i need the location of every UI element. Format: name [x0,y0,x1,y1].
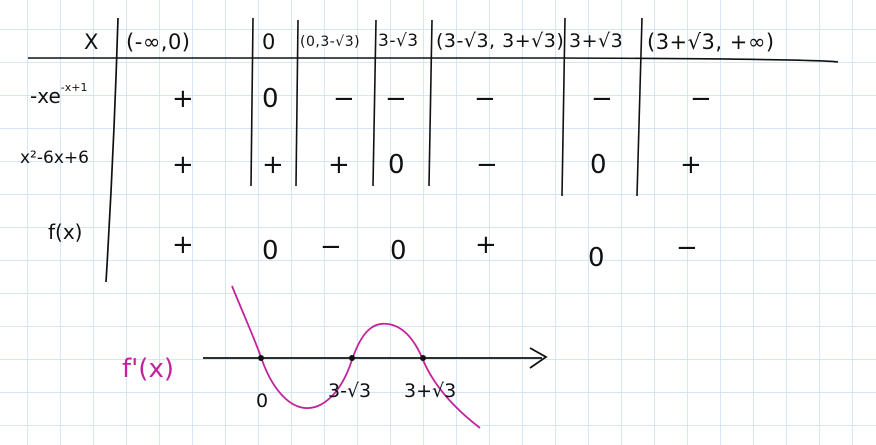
sign-cell: 0 [390,236,407,266]
root-label-3-plus-root3: 3+√3 [404,380,457,402]
root-point [420,355,426,361]
column-divider [561,17,566,197]
column-divider [372,19,377,187]
root-label-3-minus-root3: 3-√3 [328,380,372,402]
sign-cell: + [680,150,702,180]
header-interval-middle: (3-√3, 3+√3) [436,30,565,52]
sign-cell: 0 [388,150,405,180]
sign-cell: − [385,84,407,114]
sign-cell: − [690,84,712,114]
root-point [349,355,355,361]
sign-cell: 0 [262,84,279,114]
header-interval-neg-inf-0: (-∞,0) [126,30,191,54]
header-3-plus-root3: 3+√3 [569,30,624,52]
root-point [258,355,264,361]
header-interval-0-3-minus-root3: (0,3-√3) [300,34,361,50]
header-underline [27,56,839,63]
row-label-xe: -xe-x+1 [30,81,88,108]
label-column-divider [105,17,119,283]
header-x: X [84,30,99,54]
sign-cell: − [676,233,698,263]
derivative-label: f'(x) [122,354,174,384]
sign-cell: − [474,84,496,114]
header-interval-right: (3+√3, +∞) [647,30,775,54]
sign-cell: − [333,84,355,114]
number-line-arrowhead [529,347,548,369]
sign-cell: + [172,150,194,180]
column-divider [250,17,254,187]
header-3-minus-root3: 3-√3 [378,31,419,51]
root-label-zero: 0 [256,390,269,412]
sign-cell: − [591,84,613,114]
derivative-curve [231,285,481,429]
row-label-fx: f(x) [48,220,83,244]
sign-cell: − [476,150,498,180]
sign-cell: + [475,230,497,260]
row-label-quadratic: x²-6x+6 [20,148,89,168]
sign-cell: 0 [588,243,605,273]
sign-cell: + [328,150,350,180]
column-divider [428,19,433,187]
sign-cell: 0 [590,150,607,180]
header-zero: 0 [262,30,276,54]
column-divider [295,19,299,187]
sign-cell: 0 [262,236,279,266]
column-divider [636,17,643,197]
sign-cell: − [320,232,342,262]
sign-cell: + [172,84,194,114]
sign-cell: + [262,150,284,180]
sign-cell: + [172,230,194,260]
